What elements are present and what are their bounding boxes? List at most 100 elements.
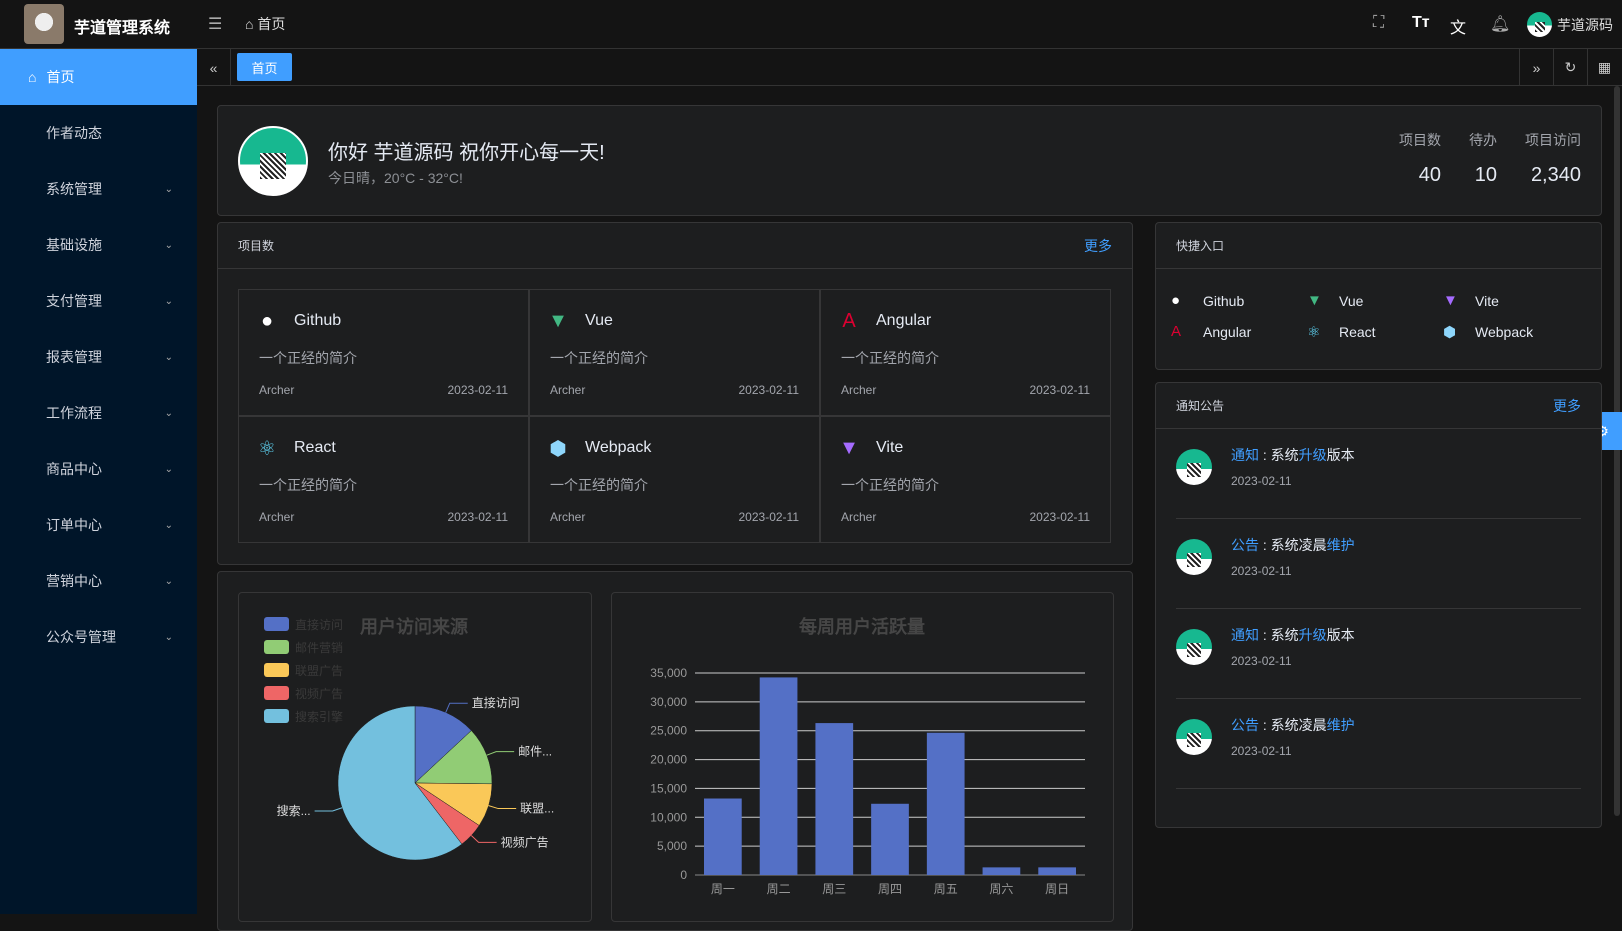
pie-slice	[414, 730, 493, 785]
weather: 今日晴，20°C - 32°C!	[328, 170, 463, 186]
shortcut-label: Angular	[1203, 323, 1252, 340]
notice-text-end: 版本	[1326, 627, 1355, 643]
notice-list: 通知 : 系统升级版本 2023-02-11 公告 : 系统凌晨维护 2023-02-…	[1156, 429, 1601, 789]
scrollbar[interactable]	[1614, 86, 1620, 816]
sidebar-item[interactable]: 工作流程 ⌄	[0, 385, 197, 441]
pie-slice	[414, 705, 472, 784]
notice-item[interactable]: 通知 : 系统升级版本 2023-02-11	[1176, 429, 1581, 519]
notice-item[interactable]: 通知 : 系统升级版本 2023-02-11	[1176, 609, 1581, 699]
sidebar-item[interactable]: 报表管理 ⌄	[0, 329, 197, 385]
sidebar-item[interactable]: 作者动态	[0, 105, 197, 161]
project-grid: ● Github 一个正经的简介 Archer 2023-02-11 ▼ Vue 一个正经的简…	[238, 289, 1112, 543]
chevron-down-icon: ⌄	[164, 519, 173, 531]
bar-title: 每周用户活跃量	[799, 616, 925, 637]
notice-date: 2023-02-11	[1231, 744, 1292, 758]
sidebar-item[interactable]: ⌂ 首页	[0, 49, 197, 105]
github-icon: ●	[1171, 292, 1181, 309]
project-desc: 一个正经的简介	[259, 477, 357, 493]
shortcut-item[interactable]: ▼ Vite	[1443, 285, 1579, 316]
legend-swatch	[264, 617, 289, 631]
sidebar-item[interactable]: 营销中心 ⌄	[0, 553, 197, 609]
y-tick-label: 25,000	[650, 724, 687, 738]
project-date: 2023-02-11	[447, 383, 509, 397]
font-size-icon[interactable]: Tт	[1412, 14, 1430, 31]
chevron-down-icon: ⌄	[164, 407, 173, 419]
shortcut-item[interactable]: ▼ Vue	[1307, 285, 1443, 316]
sidebar-item[interactable]: 支付管理 ⌄	[0, 273, 197, 329]
shortcuts-title: 快捷入口	[1176, 239, 1225, 253]
sidebar-item[interactable]: 订单中心 ⌄	[0, 497, 197, 553]
breadcrumb[interactable]: ⌂ 首页	[245, 14, 285, 34]
notice-text: 系统	[1270, 627, 1299, 643]
vue-icon: ▼	[1307, 292, 1322, 309]
stats: 项目数 40 待办 10 项目访问 2,340	[1371, 130, 1581, 187]
sidebar-item-label: 商品中心	[46, 461, 102, 477]
user-name[interactable]: 芋道源码	[1557, 17, 1613, 33]
sidebar-item[interactable]: 基础设施 ⌄	[0, 217, 197, 273]
scroll-left-icon[interactable]: «	[197, 49, 231, 86]
project-item[interactable]: ⚛ React 一个正经的简介 Archer 2023-02-11	[238, 416, 529, 543]
x-tick-label: 周日	[1045, 882, 1069, 896]
project-item[interactable]: ● Github 一个正经的简介 Archer 2023-02-11	[238, 289, 529, 416]
project-item[interactable]: A Angular 一个正经的简介 Archer 2023-02-11	[820, 289, 1111, 416]
sidebar-item[interactable]: 公众号管理 ⌄	[0, 609, 197, 665]
grid-menu-icon[interactable]: ▦	[1587, 49, 1621, 86]
webpack-icon: ⬢	[1443, 323, 1457, 341]
shortcut-item[interactable]: ⬢ Webpack	[1443, 316, 1579, 347]
legend-swatch	[264, 663, 289, 677]
bell-icon[interactable]: 🔔︎	[1490, 16, 1511, 33]
notice-highlight: 升级	[1298, 447, 1327, 463]
sidebar-item-label: 订单中心	[46, 517, 102, 533]
shortcut-label: Github	[1203, 292, 1245, 309]
sidebar-item[interactable]: 系统管理 ⌄	[0, 161, 197, 217]
notice-type: 公告	[1231, 717, 1259, 733]
stat-label: 项目访问	[1525, 132, 1581, 148]
projects-more-link[interactable]: 更多	[1084, 237, 1112, 254]
notices-more-link[interactable]: 更多	[1553, 397, 1581, 414]
slice-label: 邮件...	[518, 745, 552, 759]
notice-item[interactable]: 公告 : 系统凌晨维护 2023-02-11	[1176, 699, 1581, 789]
bar	[1038, 867, 1076, 875]
project-item[interactable]: ▼ Vite 一个正经的简介 Archer 2023-02-11	[820, 416, 1111, 543]
notice-highlight: 维护	[1326, 717, 1355, 733]
shortcut-item[interactable]: ● Github	[1171, 285, 1307, 316]
notice-text: 系统	[1270, 447, 1299, 463]
sidebar-item-label: 首页	[46, 69, 75, 85]
notices-card: 通知公告 更多 通知 : 系统升级版本 2023-02-11 公告 : 系统凌晨维护 2…	[1155, 382, 1602, 828]
welcome-card: 你好 芋道源码 祝你开心每一天! 今日晴，20°C - 32°C! 项目数 40 待…	[217, 105, 1602, 216]
notice-date: 2023-02-11	[1231, 474, 1292, 488]
slice-label: 视频广告	[501, 834, 549, 849]
angular-icon: A	[842, 309, 856, 332]
stat-item: 项目访问 2,340	[1497, 130, 1581, 187]
fullscreen-icon[interactable]: ⛶	[1373, 14, 1385, 31]
sidebar-item[interactable]: 商品中心 ⌄	[0, 441, 197, 497]
vue-icon: ▼	[548, 309, 568, 332]
legend-swatch	[264, 640, 289, 654]
slice-label-line	[470, 835, 497, 843]
user-avatar[interactable]	[1527, 12, 1552, 37]
x-tick-label: 周一	[711, 882, 735, 896]
project-date: 2023-02-11	[738, 383, 800, 397]
project-item[interactable]: ⬢ Webpack 一个正经的简介 Archer 2023-02-11	[529, 416, 820, 543]
github-icon: ●	[260, 309, 274, 332]
shortcut-item[interactable]: A Angular	[1171, 316, 1307, 347]
notice-type: 通知	[1231, 627, 1259, 643]
refresh-icon[interactable]: ↻	[1553, 49, 1587, 86]
menu-collapse-icon[interactable]: ☰	[208, 16, 223, 33]
notice-item[interactable]: 公告 : 系统凌晨维护 2023-02-11	[1176, 519, 1581, 609]
angular-icon: A	[1171, 323, 1182, 340]
stat-item: 项目数 40	[1371, 130, 1441, 187]
project-desc: 一个正经的简介	[550, 477, 648, 493]
shortcut-label: Webpack	[1475, 323, 1534, 340]
translate-icon[interactable]: 文	[1450, 20, 1467, 37]
project-date: 2023-02-11	[1029, 383, 1091, 397]
project-item[interactable]: ▼ Vue 一个正经的简介 Archer 2023-02-11	[529, 289, 820, 416]
home-icon: ⌂	[28, 69, 37, 85]
bar	[982, 867, 1021, 875]
chevron-down-icon: ⌄	[164, 631, 173, 643]
project-desc: 一个正经的简介	[550, 350, 648, 366]
tab-home[interactable]: 首页	[237, 53, 292, 81]
shortcut-item[interactable]: ⚛ React	[1307, 316, 1443, 347]
scroll-right-icon[interactable]: »	[1519, 49, 1553, 86]
project-desc: 一个正经的简介	[259, 350, 357, 366]
